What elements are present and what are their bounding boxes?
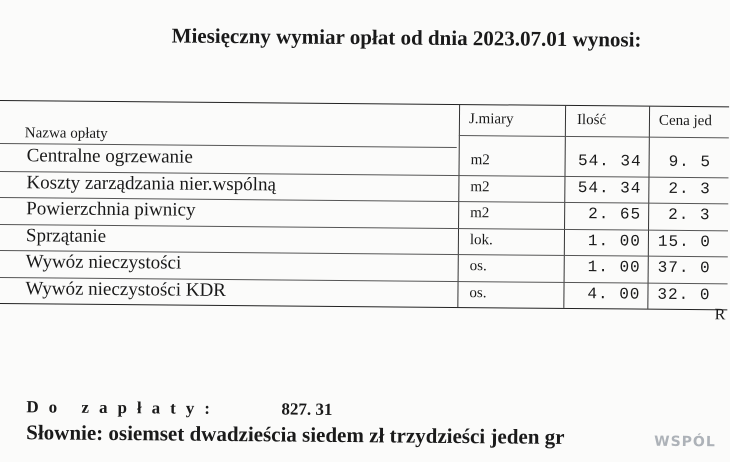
unit: os. bbox=[469, 258, 487, 275]
due-amount: 827. 31 bbox=[281, 399, 333, 419]
quantity: 54. 34 bbox=[577, 152, 642, 171]
quantity: 1. 00 bbox=[587, 258, 641, 277]
column-header: Ilość bbox=[576, 112, 607, 129]
unit: m2 bbox=[470, 178, 490, 195]
quantity: 1. 00 bbox=[587, 231, 641, 251]
column-header: J.miary bbox=[468, 111, 514, 128]
fee-name: Centralne ogrzewanie bbox=[26, 145, 193, 168]
fee-name: Koszty zarządzania nier.wspólną bbox=[26, 171, 277, 195]
unit-price: 15. 0 bbox=[657, 232, 712, 251]
due-label: Do zapłaty: bbox=[26, 397, 221, 418]
quantity: 54. 34 bbox=[577, 178, 642, 198]
title: Miesięczny wymiar opłat od dnia 2023.07.… bbox=[171, 23, 642, 52]
unit: m2 bbox=[470, 205, 490, 222]
unit: os. bbox=[469, 284, 487, 301]
quantity: 4. 00 bbox=[587, 284, 641, 304]
unit: m2 bbox=[470, 152, 490, 169]
fee-table: Nazwa opłaty J.miary Ilość Cena jed Centraln… bbox=[0, 99, 730, 311]
unit-price: 32. 0 bbox=[657, 285, 711, 304]
column-header: Cena jed bbox=[658, 112, 712, 130]
unit-price: 2. 3 bbox=[668, 179, 711, 198]
quantity: 2. 65 bbox=[588, 205, 642, 224]
fee-name: Wywóz nieczystości bbox=[25, 251, 182, 274]
fee-name: Wywóz nieczystości KDR bbox=[25, 277, 226, 301]
amount-in-words: Słownie: osiemset dwadzieścia siedem zł … bbox=[26, 420, 565, 449]
fee-name: Sprzątanie bbox=[25, 224, 107, 247]
unit-price: 9. 5 bbox=[668, 152, 712, 172]
continuation: R bbox=[714, 306, 726, 324]
stamp: WSPÓL bbox=[654, 433, 716, 451]
fee-name: Powierzchnia piwnicy bbox=[26, 198, 196, 221]
row-rule bbox=[0, 223, 730, 232]
unit: lok. bbox=[469, 231, 493, 248]
unit-price: 37. 0 bbox=[657, 258, 711, 278]
unit-price: 2. 3 bbox=[668, 205, 711, 225]
column-header: Nazwa opłaty bbox=[24, 125, 108, 142]
header-rule bbox=[458, 135, 730, 139]
